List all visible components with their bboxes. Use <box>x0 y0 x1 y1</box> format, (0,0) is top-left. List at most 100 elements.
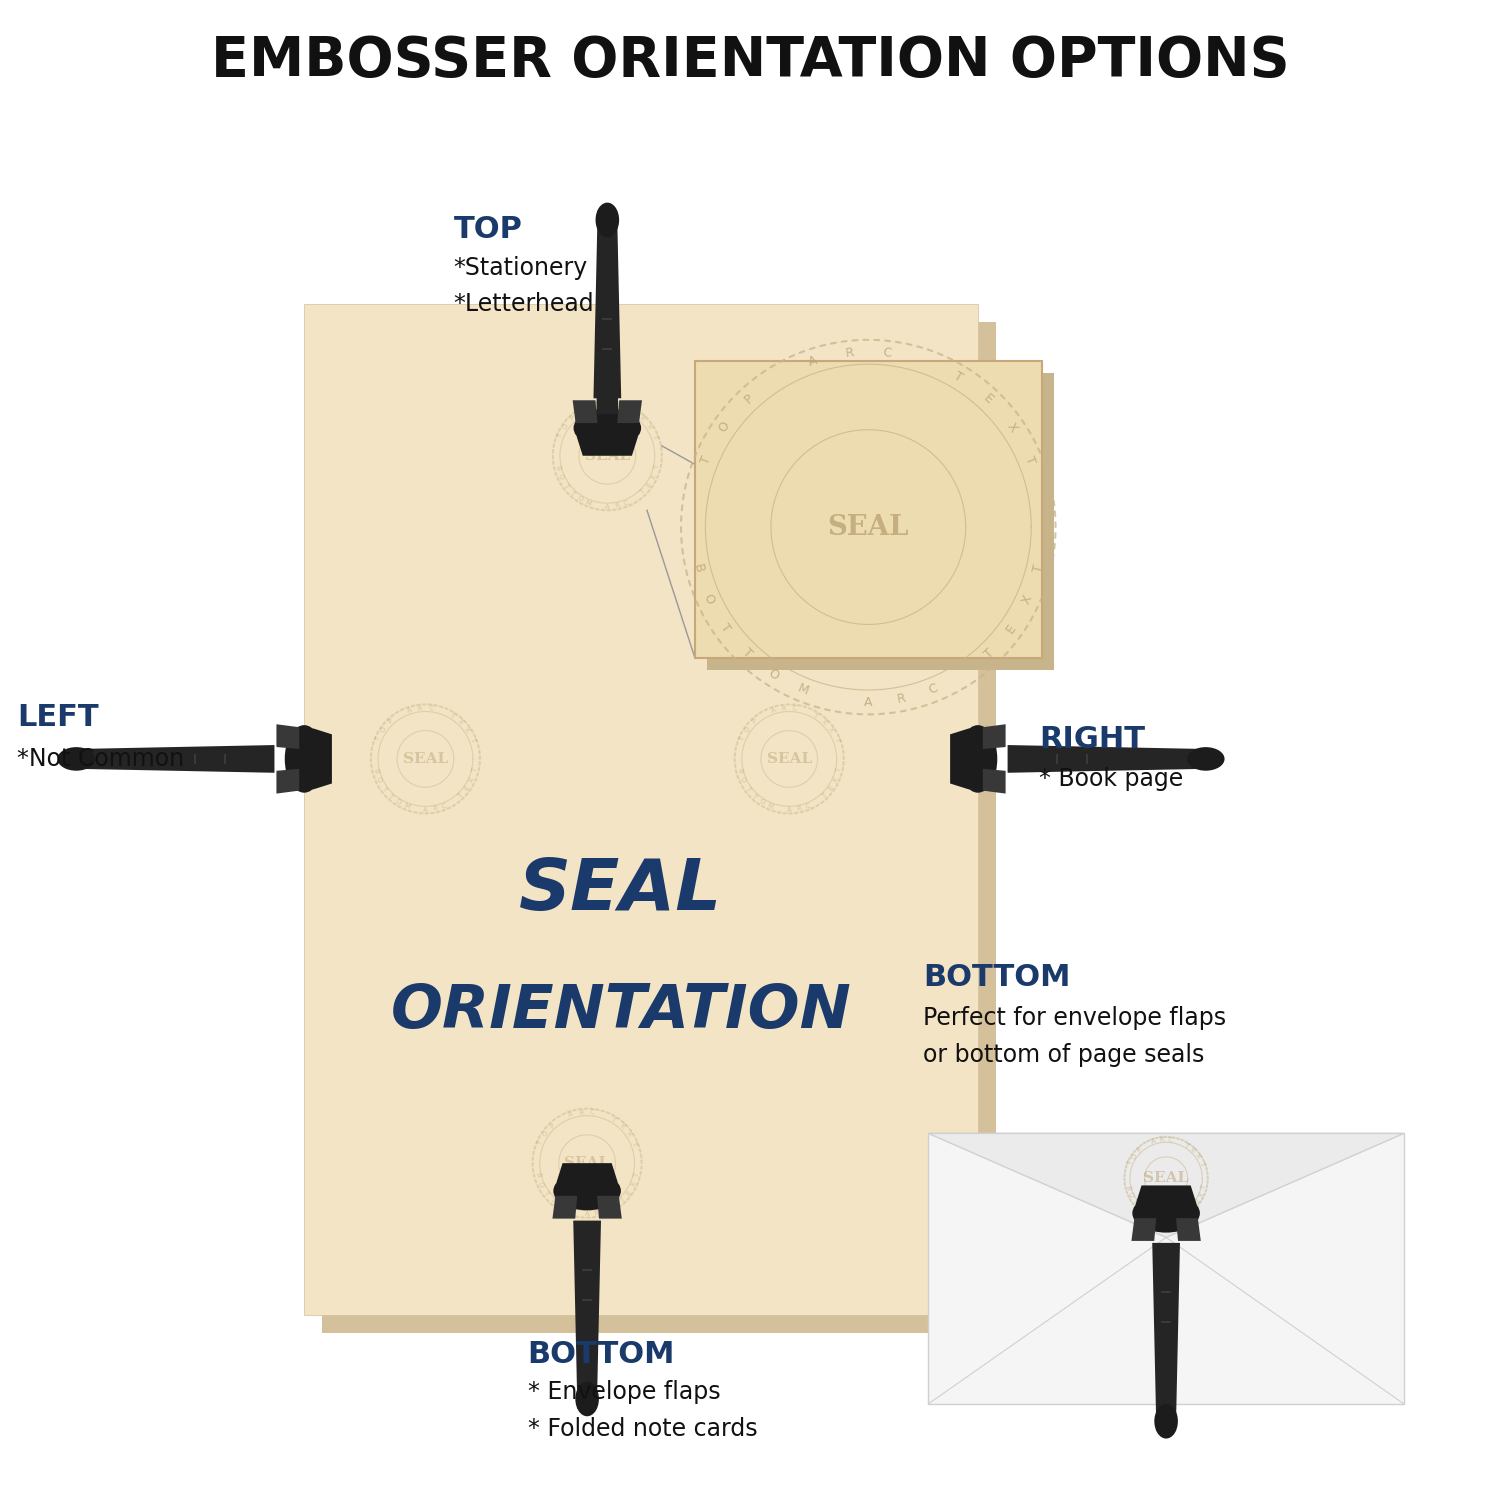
Text: SEAL: SEAL <box>404 752 448 766</box>
Text: SEAL: SEAL <box>519 856 723 926</box>
Text: A: A <box>807 354 819 369</box>
Text: T: T <box>740 646 754 662</box>
Polygon shape <box>616 400 642 423</box>
Text: T: T <box>1032 562 1046 573</box>
Polygon shape <box>304 304 978 1314</box>
Text: E: E <box>827 784 834 792</box>
Text: O: O <box>740 777 747 783</box>
Text: T: T <box>471 768 478 774</box>
Text: or bottom of page seals: or bottom of page seals <box>924 1042 1204 1066</box>
Text: T: T <box>470 736 476 742</box>
Text: C: C <box>441 802 447 810</box>
Text: E: E <box>626 1190 633 1196</box>
Text: SEAL: SEAL <box>585 448 630 462</box>
Polygon shape <box>576 436 638 456</box>
Text: O: O <box>744 726 752 734</box>
Text: E: E <box>981 392 994 406</box>
Text: ORIENTATION: ORIENTATION <box>390 982 850 1041</box>
Text: R: R <box>896 692 908 706</box>
Text: TOP: TOP <box>454 216 522 244</box>
Text: E: E <box>456 718 464 726</box>
Text: T: T <box>836 768 842 774</box>
Text: T: T <box>568 489 576 496</box>
Text: P: P <box>742 392 756 406</box>
Text: C: C <box>792 705 798 711</box>
Text: T: T <box>1198 1161 1206 1167</box>
Text: X: X <box>1194 1152 1202 1160</box>
Text: T: T <box>633 1173 640 1178</box>
Text: T: T <box>833 736 840 742</box>
Text: A: A <box>770 706 777 714</box>
Ellipse shape <box>1186 747 1224 771</box>
Text: T: T <box>812 711 819 718</box>
Text: T: T <box>744 784 752 792</box>
Text: M: M <box>402 802 411 810</box>
Text: O: O <box>1130 1152 1138 1160</box>
Text: T: T <box>951 369 964 384</box>
Text: X: X <box>650 474 657 480</box>
Text: R: R <box>614 503 620 509</box>
Ellipse shape <box>573 408 640 447</box>
Text: T: T <box>699 454 714 466</box>
Text: T: T <box>982 646 996 662</box>
Text: C: C <box>882 346 892 360</box>
Text: *Stationery: *Stationery <box>454 255 588 279</box>
Text: E: E <box>639 416 645 422</box>
Text: T: T <box>542 1190 549 1196</box>
Polygon shape <box>1008 746 1215 772</box>
Text: P: P <box>549 1122 556 1130</box>
Text: C: C <box>1167 1137 1173 1143</box>
Text: T: T <box>375 736 382 742</box>
Ellipse shape <box>1132 1194 1200 1233</box>
Polygon shape <box>706 372 1053 669</box>
Text: T: T <box>1136 1203 1143 1210</box>
Ellipse shape <box>958 724 998 792</box>
Ellipse shape <box>554 1172 621 1210</box>
Text: E: E <box>1190 1146 1197 1154</box>
Polygon shape <box>597 334 618 414</box>
Text: O: O <box>537 1180 544 1188</box>
Polygon shape <box>928 1134 1404 1404</box>
Text: T: T <box>458 792 465 800</box>
Text: R: R <box>1170 1214 1176 1219</box>
Text: X: X <box>828 726 836 734</box>
Polygon shape <box>1176 1218 1202 1240</box>
Text: T: T <box>1200 1185 1208 1191</box>
Text: T: T <box>1182 1142 1190 1149</box>
Polygon shape <box>594 210 621 399</box>
Text: T: T <box>1126 1161 1134 1167</box>
Text: SEAL: SEAL <box>1143 1172 1188 1185</box>
Text: O: O <box>1126 1191 1134 1198</box>
Text: R: R <box>782 705 786 711</box>
Text: X: X <box>464 726 471 734</box>
Polygon shape <box>322 322 996 1332</box>
Text: T: T <box>630 1140 638 1148</box>
Polygon shape <box>552 1196 578 1218</box>
Text: T: T <box>1190 1203 1197 1210</box>
Text: LEFT: LEFT <box>16 704 99 732</box>
Text: R: R <box>598 402 604 408</box>
Text: C: C <box>603 1208 609 1214</box>
Text: SEAL: SEAL <box>564 1156 609 1170</box>
Text: A: A <box>585 1210 590 1216</box>
Text: EMBOSSER ORIENTATION OPTIONS: EMBOSSER ORIENTATION OPTIONS <box>210 34 1290 88</box>
Text: C: C <box>427 705 433 711</box>
Text: B: B <box>690 562 705 573</box>
Text: P: P <box>1136 1146 1143 1154</box>
Text: SEAL: SEAL <box>828 513 909 540</box>
Polygon shape <box>928 1134 1404 1238</box>
Polygon shape <box>982 724 1005 748</box>
Text: T: T <box>651 433 658 439</box>
Text: SEAL: SEAL <box>766 752 812 766</box>
Text: T: T <box>738 736 746 742</box>
Polygon shape <box>276 724 298 748</box>
Polygon shape <box>573 400 597 423</box>
Text: T: T <box>380 784 387 792</box>
Polygon shape <box>556 1162 618 1182</box>
Polygon shape <box>66 746 274 772</box>
Text: C: C <box>622 500 630 507</box>
Text: B: B <box>555 465 561 471</box>
Polygon shape <box>982 770 1005 794</box>
Text: A: A <box>588 404 594 411</box>
Text: * Envelope flaps: * Envelope flaps <box>528 1380 720 1404</box>
